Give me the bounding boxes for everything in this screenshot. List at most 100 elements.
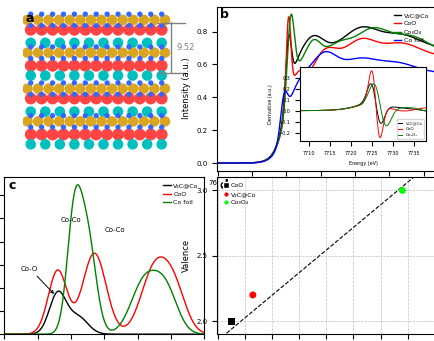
- Circle shape: [102, 60, 112, 71]
- Legend: V₂C@Co, CoO, Co₃O₄, Co foil: V₂C@Co, CoO, Co₃O₄, Co foil: [391, 10, 431, 46]
- Circle shape: [139, 117, 148, 126]
- Circle shape: [127, 125, 131, 129]
- Circle shape: [94, 45, 98, 49]
- Circle shape: [55, 140, 64, 149]
- Circle shape: [39, 114, 43, 118]
- Circle shape: [80, 93, 90, 104]
- Point: [227, 318, 234, 324]
- Circle shape: [105, 81, 109, 85]
- Circle shape: [105, 114, 109, 118]
- Circle shape: [113, 140, 122, 149]
- Circle shape: [128, 107, 137, 116]
- Circle shape: [139, 84, 148, 93]
- Circle shape: [149, 84, 158, 93]
- Circle shape: [123, 93, 134, 104]
- Circle shape: [86, 84, 95, 93]
- X-axis label: Energy (eV): Energy (eV): [301, 192, 350, 201]
- Circle shape: [84, 71, 93, 80]
- Circle shape: [148, 114, 152, 118]
- Circle shape: [99, 107, 108, 116]
- Circle shape: [86, 117, 95, 126]
- Circle shape: [58, 25, 69, 35]
- Circle shape: [55, 38, 64, 47]
- Circle shape: [29, 125, 33, 129]
- Circle shape: [142, 140, 151, 149]
- Circle shape: [128, 38, 137, 47]
- Circle shape: [128, 71, 137, 80]
- Circle shape: [157, 38, 166, 47]
- Circle shape: [113, 38, 122, 47]
- Circle shape: [39, 45, 43, 49]
- Circle shape: [61, 24, 65, 28]
- Circle shape: [47, 129, 58, 140]
- Circle shape: [99, 38, 108, 47]
- Circle shape: [80, 60, 90, 71]
- Circle shape: [23, 84, 32, 93]
- Circle shape: [61, 45, 65, 49]
- Circle shape: [39, 125, 43, 129]
- Circle shape: [55, 107, 64, 116]
- Circle shape: [26, 107, 35, 116]
- Circle shape: [159, 56, 163, 60]
- Circle shape: [127, 56, 131, 60]
- Circle shape: [127, 92, 131, 97]
- Circle shape: [138, 24, 141, 28]
- Circle shape: [138, 81, 141, 85]
- Circle shape: [36, 25, 47, 35]
- Circle shape: [97, 117, 106, 126]
- Circle shape: [26, 38, 35, 47]
- Circle shape: [61, 125, 65, 129]
- Circle shape: [105, 12, 109, 16]
- Circle shape: [50, 24, 54, 28]
- Circle shape: [145, 129, 156, 140]
- Circle shape: [72, 12, 76, 16]
- Circle shape: [39, 81, 43, 85]
- Circle shape: [47, 60, 58, 71]
- Circle shape: [157, 71, 166, 80]
- Circle shape: [83, 24, 87, 28]
- Circle shape: [112, 93, 123, 104]
- Circle shape: [61, 56, 65, 60]
- Circle shape: [65, 84, 74, 93]
- Circle shape: [83, 81, 87, 85]
- Circle shape: [91, 129, 101, 140]
- Circle shape: [156, 60, 167, 71]
- Circle shape: [113, 107, 122, 116]
- Circle shape: [91, 60, 101, 71]
- Text: Co-O: Co-O: [21, 266, 53, 293]
- Circle shape: [107, 15, 116, 25]
- Point: [398, 188, 405, 193]
- Circle shape: [69, 25, 79, 35]
- Circle shape: [148, 24, 152, 28]
- Circle shape: [159, 24, 163, 28]
- Circle shape: [105, 92, 109, 97]
- Circle shape: [112, 129, 123, 140]
- Circle shape: [160, 84, 169, 93]
- Circle shape: [65, 48, 74, 57]
- Circle shape: [112, 60, 123, 71]
- Circle shape: [159, 45, 163, 49]
- Circle shape: [36, 93, 47, 104]
- Circle shape: [142, 38, 151, 47]
- Text: b: b: [219, 9, 228, 21]
- Circle shape: [72, 125, 76, 129]
- Circle shape: [118, 84, 127, 93]
- Circle shape: [83, 56, 87, 60]
- Circle shape: [65, 15, 74, 25]
- Circle shape: [86, 15, 95, 25]
- Circle shape: [29, 81, 33, 85]
- Circle shape: [55, 48, 64, 57]
- Circle shape: [142, 71, 151, 80]
- Circle shape: [149, 48, 158, 57]
- Circle shape: [50, 81, 54, 85]
- Circle shape: [94, 125, 98, 129]
- Circle shape: [148, 56, 152, 60]
- Circle shape: [149, 117, 158, 126]
- Circle shape: [128, 84, 138, 93]
- Circle shape: [160, 48, 169, 57]
- Circle shape: [94, 92, 98, 97]
- Circle shape: [102, 129, 112, 140]
- Circle shape: [50, 12, 54, 16]
- Circle shape: [44, 15, 53, 25]
- Circle shape: [94, 24, 98, 28]
